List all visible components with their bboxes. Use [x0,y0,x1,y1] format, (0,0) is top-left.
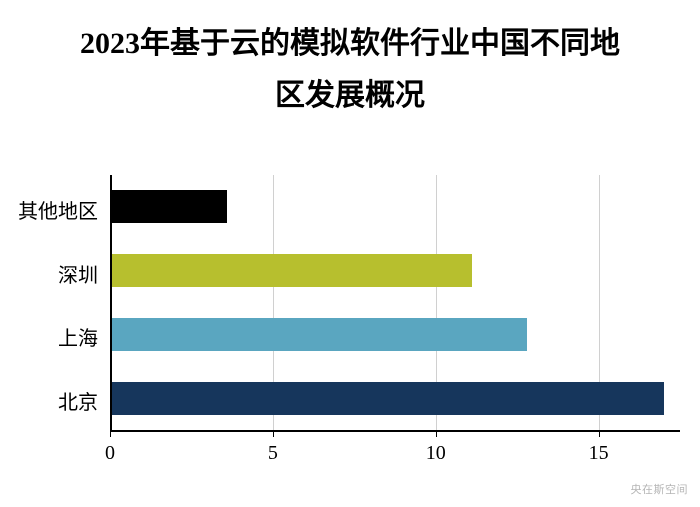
xlabel: 10 [426,442,446,465]
xtick-mark [110,430,111,437]
x-axis [110,430,680,432]
bar-1 [110,254,472,287]
y-axis [110,175,112,430]
xlabel: 15 [589,442,609,465]
xlabel: 5 [268,442,278,465]
ylabel-3: 北京 [58,386,98,415]
ylabel-0: 其他地区 [18,195,98,224]
plot-area [110,175,680,430]
xtick-mark [436,430,437,437]
ylabel-2: 上海 [58,322,98,351]
bar-3 [110,382,664,415]
chart-title-line2: 区发展概况 [0,70,700,114]
chart-container: 2023年基于云的模拟软件行业中国不同地 区发展概况 央在斯空间 其他地区深圳上… [0,0,700,507]
watermark-text: 央在斯空间 [631,481,689,497]
xtick-mark [273,430,274,437]
chart-title-line1: 2023年基于云的模拟软件行业中国不同地 [0,18,700,62]
xtick-mark [599,430,600,437]
bar-0 [110,190,227,223]
xlabel: 0 [105,442,115,465]
bar-2 [110,318,527,351]
ylabel-1: 深圳 [58,259,98,288]
